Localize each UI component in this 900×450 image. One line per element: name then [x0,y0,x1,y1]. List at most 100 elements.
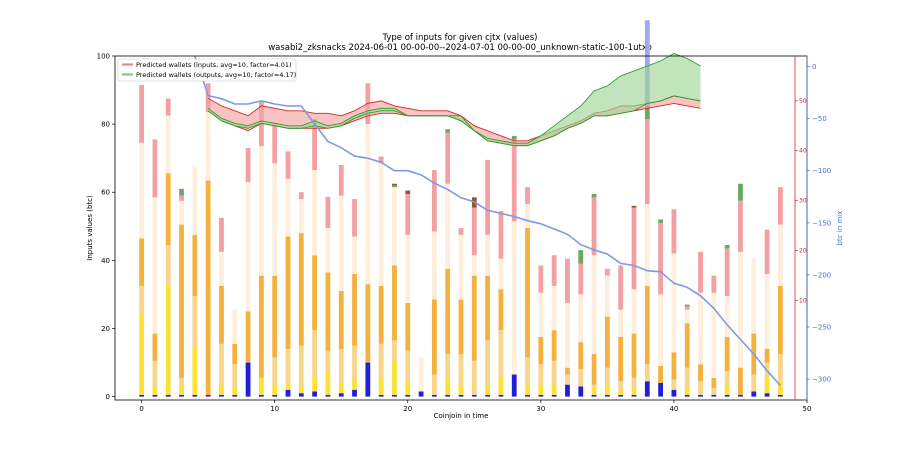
bar-segment [724,371,730,385]
bar-segment [525,384,530,395]
bar-segment [165,173,171,246]
bar-segment [258,394,264,397]
bar-segment [338,393,344,397]
bar-segment [312,377,318,392]
bar-segment [285,382,291,390]
bar-segment [245,182,251,312]
bar-segment [551,285,557,331]
x-tick-label: 50 [803,405,812,413]
bar-segment [192,296,198,348]
bar-segment [591,197,597,256]
bar-segment [405,302,411,351]
bar-segment [258,275,264,378]
bar-segment [219,394,224,397]
legend-outputs-fill [122,73,133,76]
bar-segment [445,183,451,269]
y2-tick-label: −250 [812,324,831,332]
bar-segment [764,273,770,349]
bar-segment [644,20,650,106]
bar-segment [152,394,158,397]
bar-segment [392,265,397,341]
bar-segment [671,253,677,353]
bar-segment [298,192,304,200]
bar-segment [245,147,251,183]
bar-segment [219,285,224,344]
bar-segment [485,394,491,397]
bar-segment [245,362,251,397]
bar-segment [378,394,384,397]
bar-segment [565,384,570,397]
bar-segment [298,199,304,234]
bar-segment [764,348,770,363]
bar-segment [431,299,437,375]
y2-axis: 0 −50 −100 −150 −200 −250 −300 [807,63,831,384]
bar-segment [764,376,770,394]
bar-segment [445,268,451,355]
bar-segment [365,284,371,363]
legend-outputs-label: Predicted wallets (outputs, avg=10, fact… [136,71,296,79]
bar-segment [445,129,451,133]
bar-segment [325,350,331,372]
bar-segment [325,197,331,228]
bar-segment [711,377,717,389]
outputs-band-lower-line [207,95,701,147]
bar-segment [285,178,291,237]
bar-segment [312,255,318,331]
y3-axis: 10 20 30 40 50 [795,98,807,304]
inputs-band-fill [208,95,701,146]
bar-segment [232,388,238,395]
bar-segment [405,234,411,303]
y2-tick-label: −50 [812,115,827,123]
bar-segment [272,394,278,397]
bar-segment [525,204,530,228]
bar-segment [325,228,331,273]
outputs-band-upper-line [207,53,701,144]
bar-segment [312,170,318,256]
bar-segment [285,389,291,397]
bar-segment [392,187,397,266]
bar-segment [538,292,544,337]
chart-title: Type of inputs for given cjtx (values) [382,33,538,43]
bar-segment [777,224,783,286]
bar-segment [272,357,278,385]
bar-segment [684,394,690,397]
bar-segment [458,384,464,395]
x-tick-label: 20 [403,405,412,413]
bar-segment [352,236,357,274]
y3-tick-label: 50 [799,98,807,105]
bar-segment [179,195,184,201]
y-tick-label: 60 [101,189,110,197]
bar-segment [471,360,477,395]
bar-segment [298,233,304,346]
bar-segment [684,367,690,389]
bar-segment [551,360,557,385]
y2-tick-label: 0 [812,63,816,71]
bar-segment [272,275,278,358]
bar-segment [485,275,491,341]
bar-segment [152,139,158,198]
bar-segment [258,377,264,395]
bar-segment [738,251,743,368]
bar-segment [644,119,650,205]
bar-segment [272,384,278,395]
bar-segment [298,386,304,394]
bar-segment [604,275,610,317]
bar-segment [365,362,371,397]
bar-segment [724,245,730,249]
bar-segment [724,296,730,337]
bar-segment [179,384,184,395]
bar-segment [551,394,557,397]
bar-segment [152,197,158,334]
bar-segment [711,275,717,293]
bar-segment [192,347,198,395]
bar-segment [325,371,331,395]
bar-segment [219,251,224,286]
x-tick-label: 10 [270,405,279,413]
bar-segment [471,255,477,276]
bar-segment [165,285,171,395]
bar-segment [272,122,278,164]
y2-tick-label: −100 [812,167,831,175]
bar-segment [658,219,664,223]
bar-segment [405,190,411,194]
chart-subtitle: wasabi2_zksnacks 2024-06-01 00-00-00--20… [268,43,652,53]
